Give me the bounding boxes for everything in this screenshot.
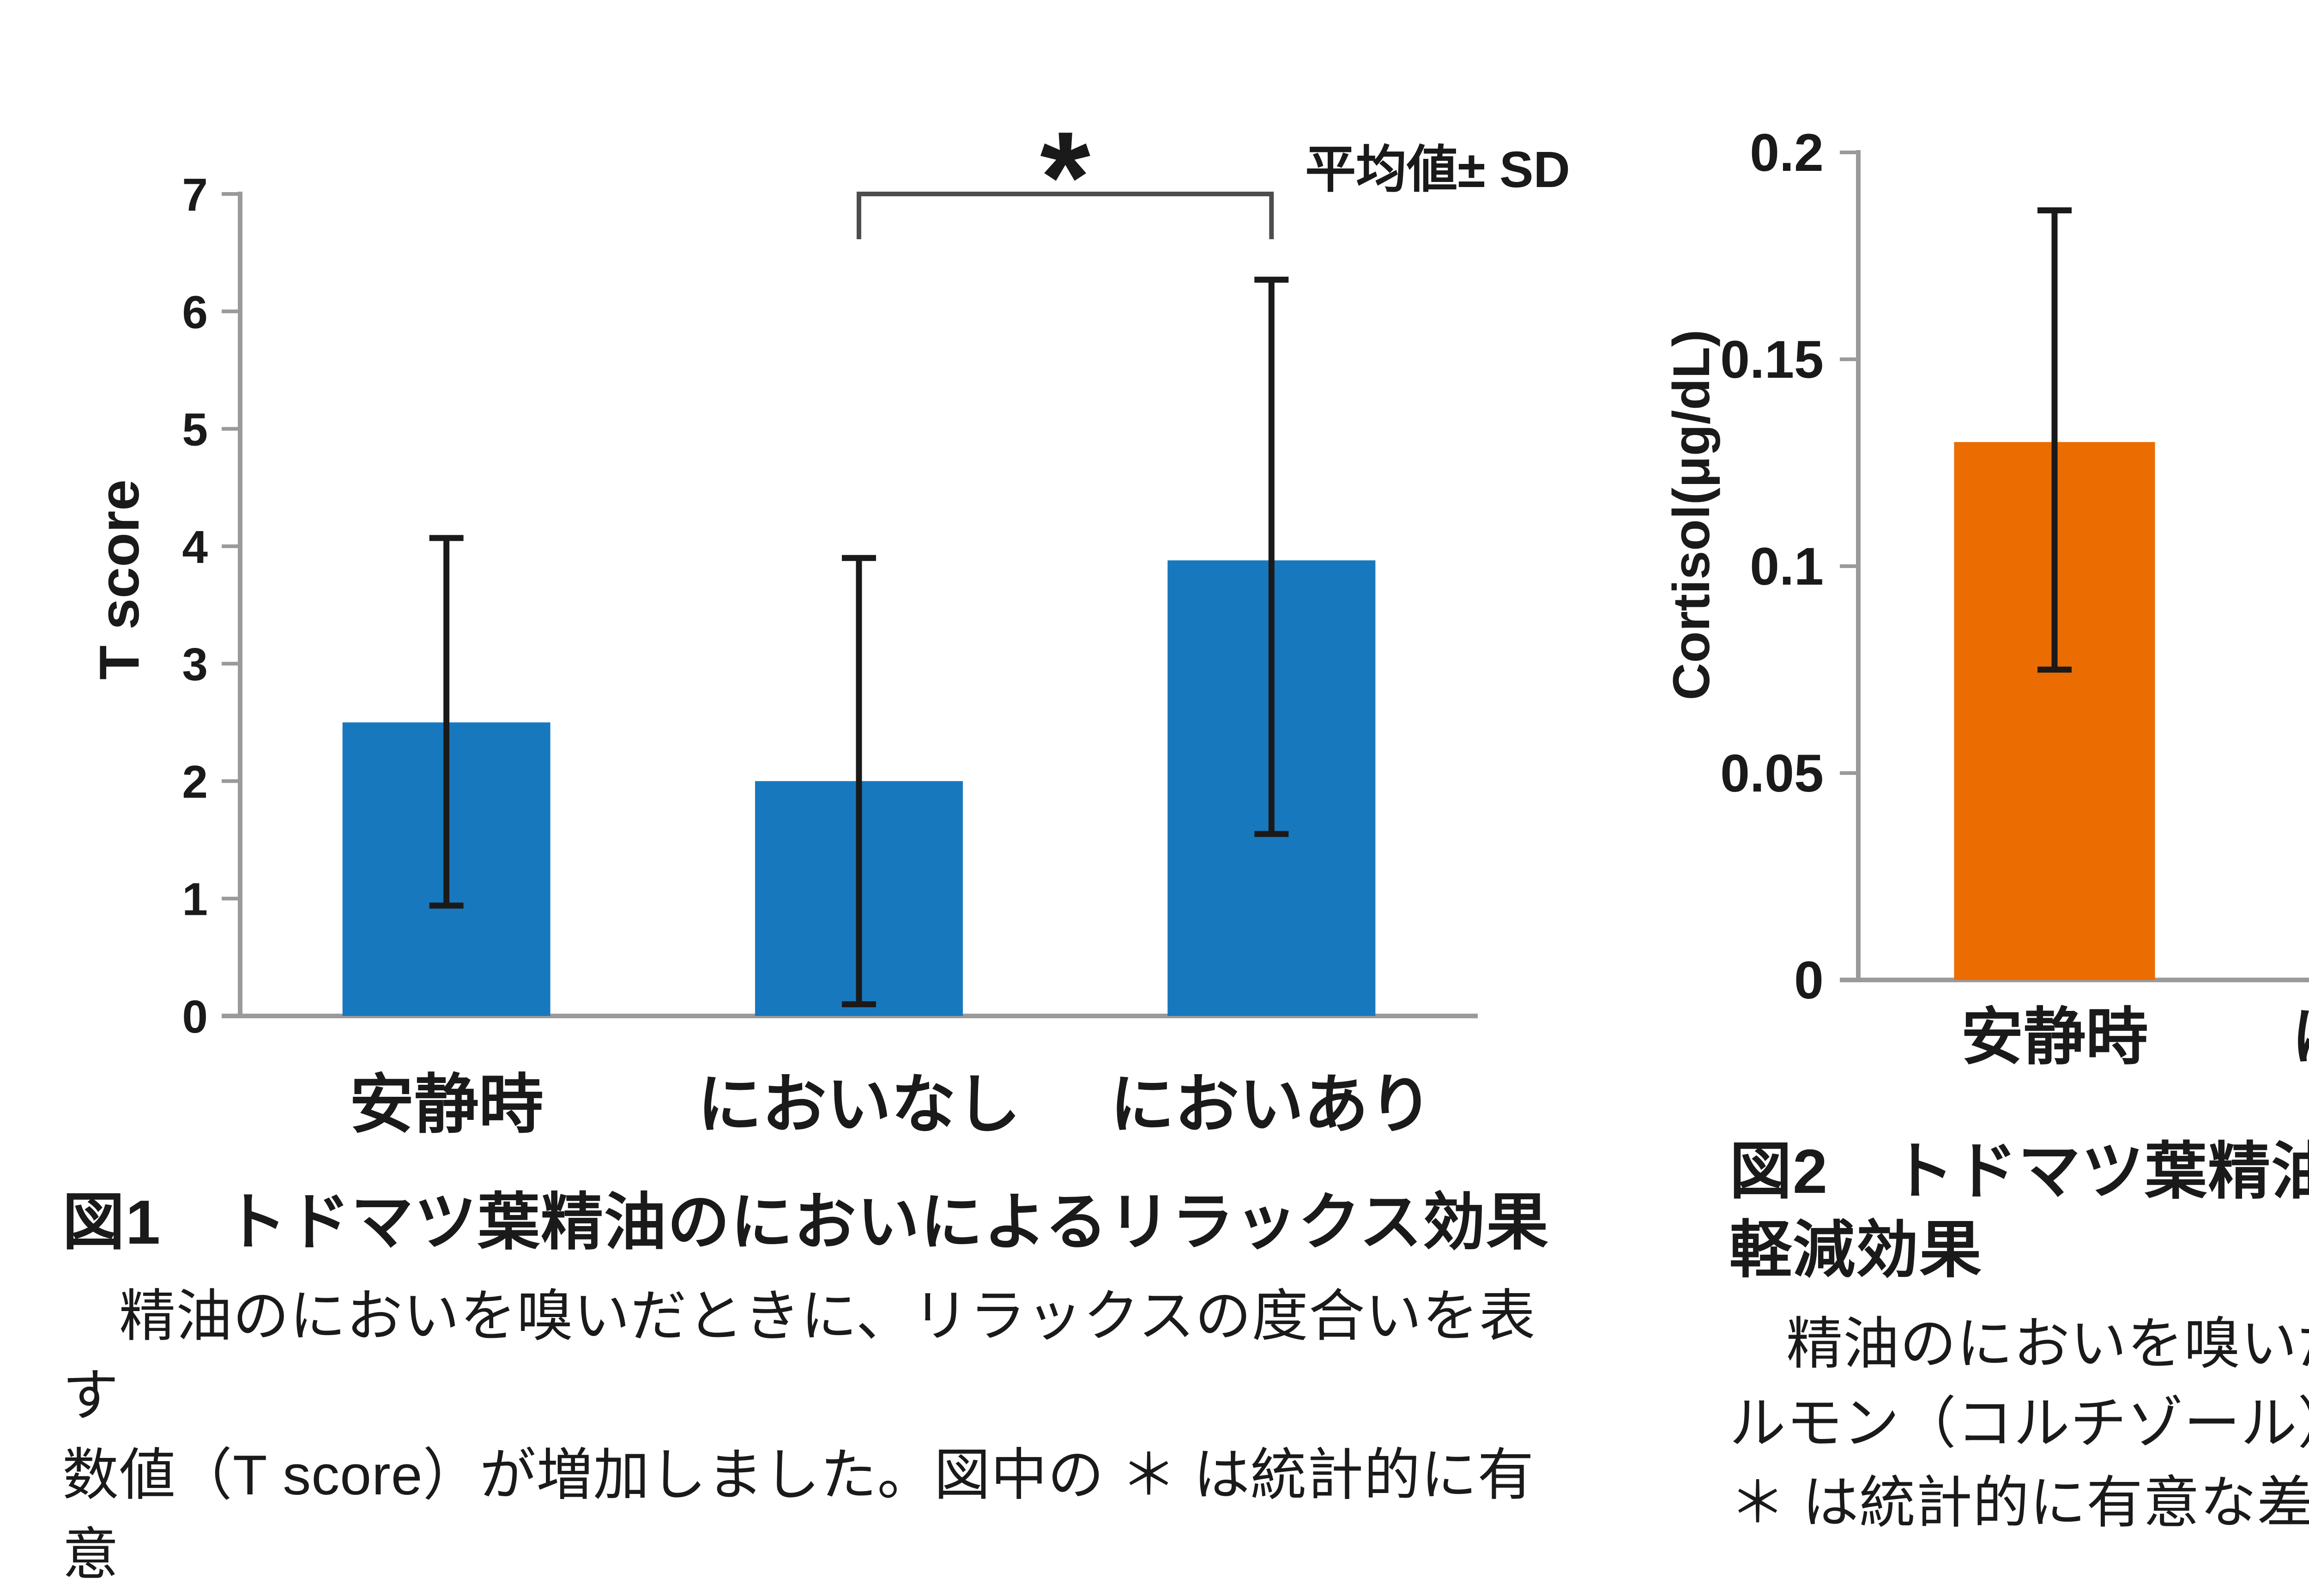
caption-body-line: 精油のにおいを嗅いだときに、リラックスの度合いを表す: [62, 1285, 1536, 1427]
y-tick-label: 2: [182, 756, 208, 808]
figure2-caption-title: 図2 トドマツ葉精油のにおいによるストレス 軽減効果: [1729, 1132, 2309, 1289]
figure1-caption: 図1 トドマツ葉精油のにおいによるリラックス効果 精油のにおいを嗅いだときに、リ…: [62, 1183, 1586, 1596]
y-tick-label: 0: [182, 991, 208, 1043]
x-category-label: 安静時: [1961, 1002, 2148, 1072]
y-tick-label: 5: [182, 404, 208, 456]
significance-bracket: [857, 192, 1274, 239]
y-tick-label: 0: [1794, 951, 1824, 1010]
caption-body-line: ＊ は統計的に有意な差があったことを示します。: [1729, 1471, 2309, 1534]
y-tick-label: 0.05: [1720, 744, 1824, 803]
x-category-label: においなし: [697, 1068, 1021, 1136]
y-tick-label: 0.1: [1750, 537, 1824, 596]
y-tick-label: 3: [182, 639, 208, 690]
caption-title-line: 図1 トドマツ葉精油のにおいによるリラックス効果: [62, 1187, 1549, 1257]
tscore-bar-chart: 0 1 2 3 4 5 6 7 T score 平均値± SD 安静時 においなし においあり *: [88, 105, 1570, 1136]
y-tick-label: 0.15: [1720, 330, 1824, 389]
y-tick-label: 6: [182, 286, 208, 338]
figure1-caption-title: 図1 トドマツ葉精油のにおいによるリラックス効果: [62, 1183, 1586, 1262]
y-tick-label: 7: [182, 169, 208, 221]
x-category-label: においなし: [2291, 1002, 2309, 1072]
y-tick-label: 4: [182, 521, 208, 573]
y-tick-label: 1: [182, 874, 208, 925]
x-category-label: 安静時: [350, 1068, 544, 1136]
y-axis-title: Cortisol(μg/dL): [1662, 330, 1720, 701]
caption-title-line: 軽減効果: [1729, 1215, 1983, 1285]
y-axis-title: T score: [88, 479, 151, 680]
caption-body-line: な差があったことを示します。: [62, 1594, 1586, 1596]
figure2-caption: 図2 トドマツ葉精油のにおいによるストレス 軽減効果 精油のにおいを嗅いだときに…: [1729, 1132, 2309, 1542]
caption-body-line: 精油のにおいを嗅いだときに、唾液中のストレスホ: [1786, 1312, 2309, 1375]
y-tick-label: 0.2: [1750, 123, 1824, 182]
caption-body-line: 数値（T score）が増加しました。図中の ＊ は統計的に有意: [62, 1444, 1535, 1586]
figure2-caption-body: 精油のにおいを嗅いだときに、唾液中のストレスホ ルモン（コルチゾール）の量が減少…: [1729, 1304, 2309, 1542]
caption-body-line: ルモン（コルチゾール）の量が減少しました。図中の: [1729, 1392, 2309, 1455]
x-category-label: においあり: [1110, 1068, 1433, 1136]
figure1-caption-body: 精油のにおいを嗅いだときに、リラックスの度合いを表す 数値（T score）が増…: [62, 1276, 1586, 1596]
significance-asterisk: *: [1040, 105, 1090, 249]
caption-title-line: 図2 トドマツ葉精油のにおいによるストレス: [1729, 1137, 2309, 1206]
legend-note: 平均値± SD: [1305, 141, 1570, 198]
figure1-relax-effect: 0 1 2 3 4 5 6 7 T score 平均値± SD 安静時 においなし においあり * 図1 …: [62, 105, 1586, 1596]
